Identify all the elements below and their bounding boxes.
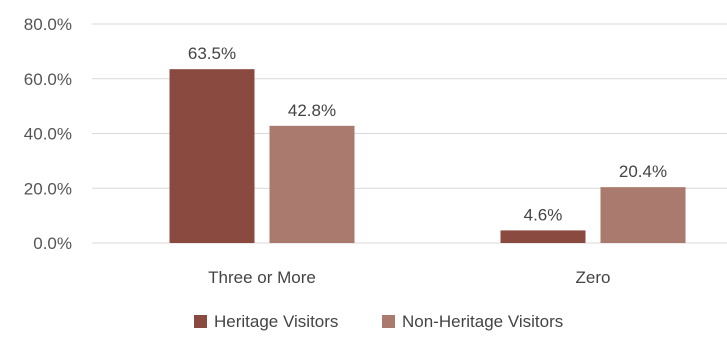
bar [500, 230, 586, 243]
data-label: 4.6% [524, 205, 563, 224]
x-axis: Three or More Zero [208, 268, 610, 287]
y-tick-label: 20.0% [24, 179, 72, 198]
y-tick-label: 40.0% [24, 125, 72, 144]
data-label: 42.8% [288, 101, 336, 120]
y-tick-label: 80.0% [24, 15, 72, 34]
y-tick-label: 60.0% [24, 70, 72, 89]
legend-swatch [382, 315, 395, 328]
x-category-label: Zero [576, 268, 611, 287]
data-labels: 63.5% 42.8% 4.6% 20.4% [188, 44, 667, 224]
legend-swatch [194, 315, 207, 328]
data-label: 20.4% [619, 162, 667, 181]
y-tick-label: 0.0% [33, 234, 72, 253]
legend: Heritage Visitors Non-Heritage Visitors [194, 312, 563, 331]
y-axis: 0.0% 20.0% 40.0% 60.0% 80.0% [24, 15, 72, 253]
x-category-label: Three or More [208, 268, 316, 287]
legend-label: Heritage Visitors [214, 312, 338, 331]
bars [169, 69, 686, 243]
data-label: 63.5% [188, 44, 236, 63]
bar [269, 125, 355, 243]
bar [600, 187, 686, 243]
legend-label: Non-Heritage Visitors [402, 312, 563, 331]
bar [169, 69, 255, 243]
